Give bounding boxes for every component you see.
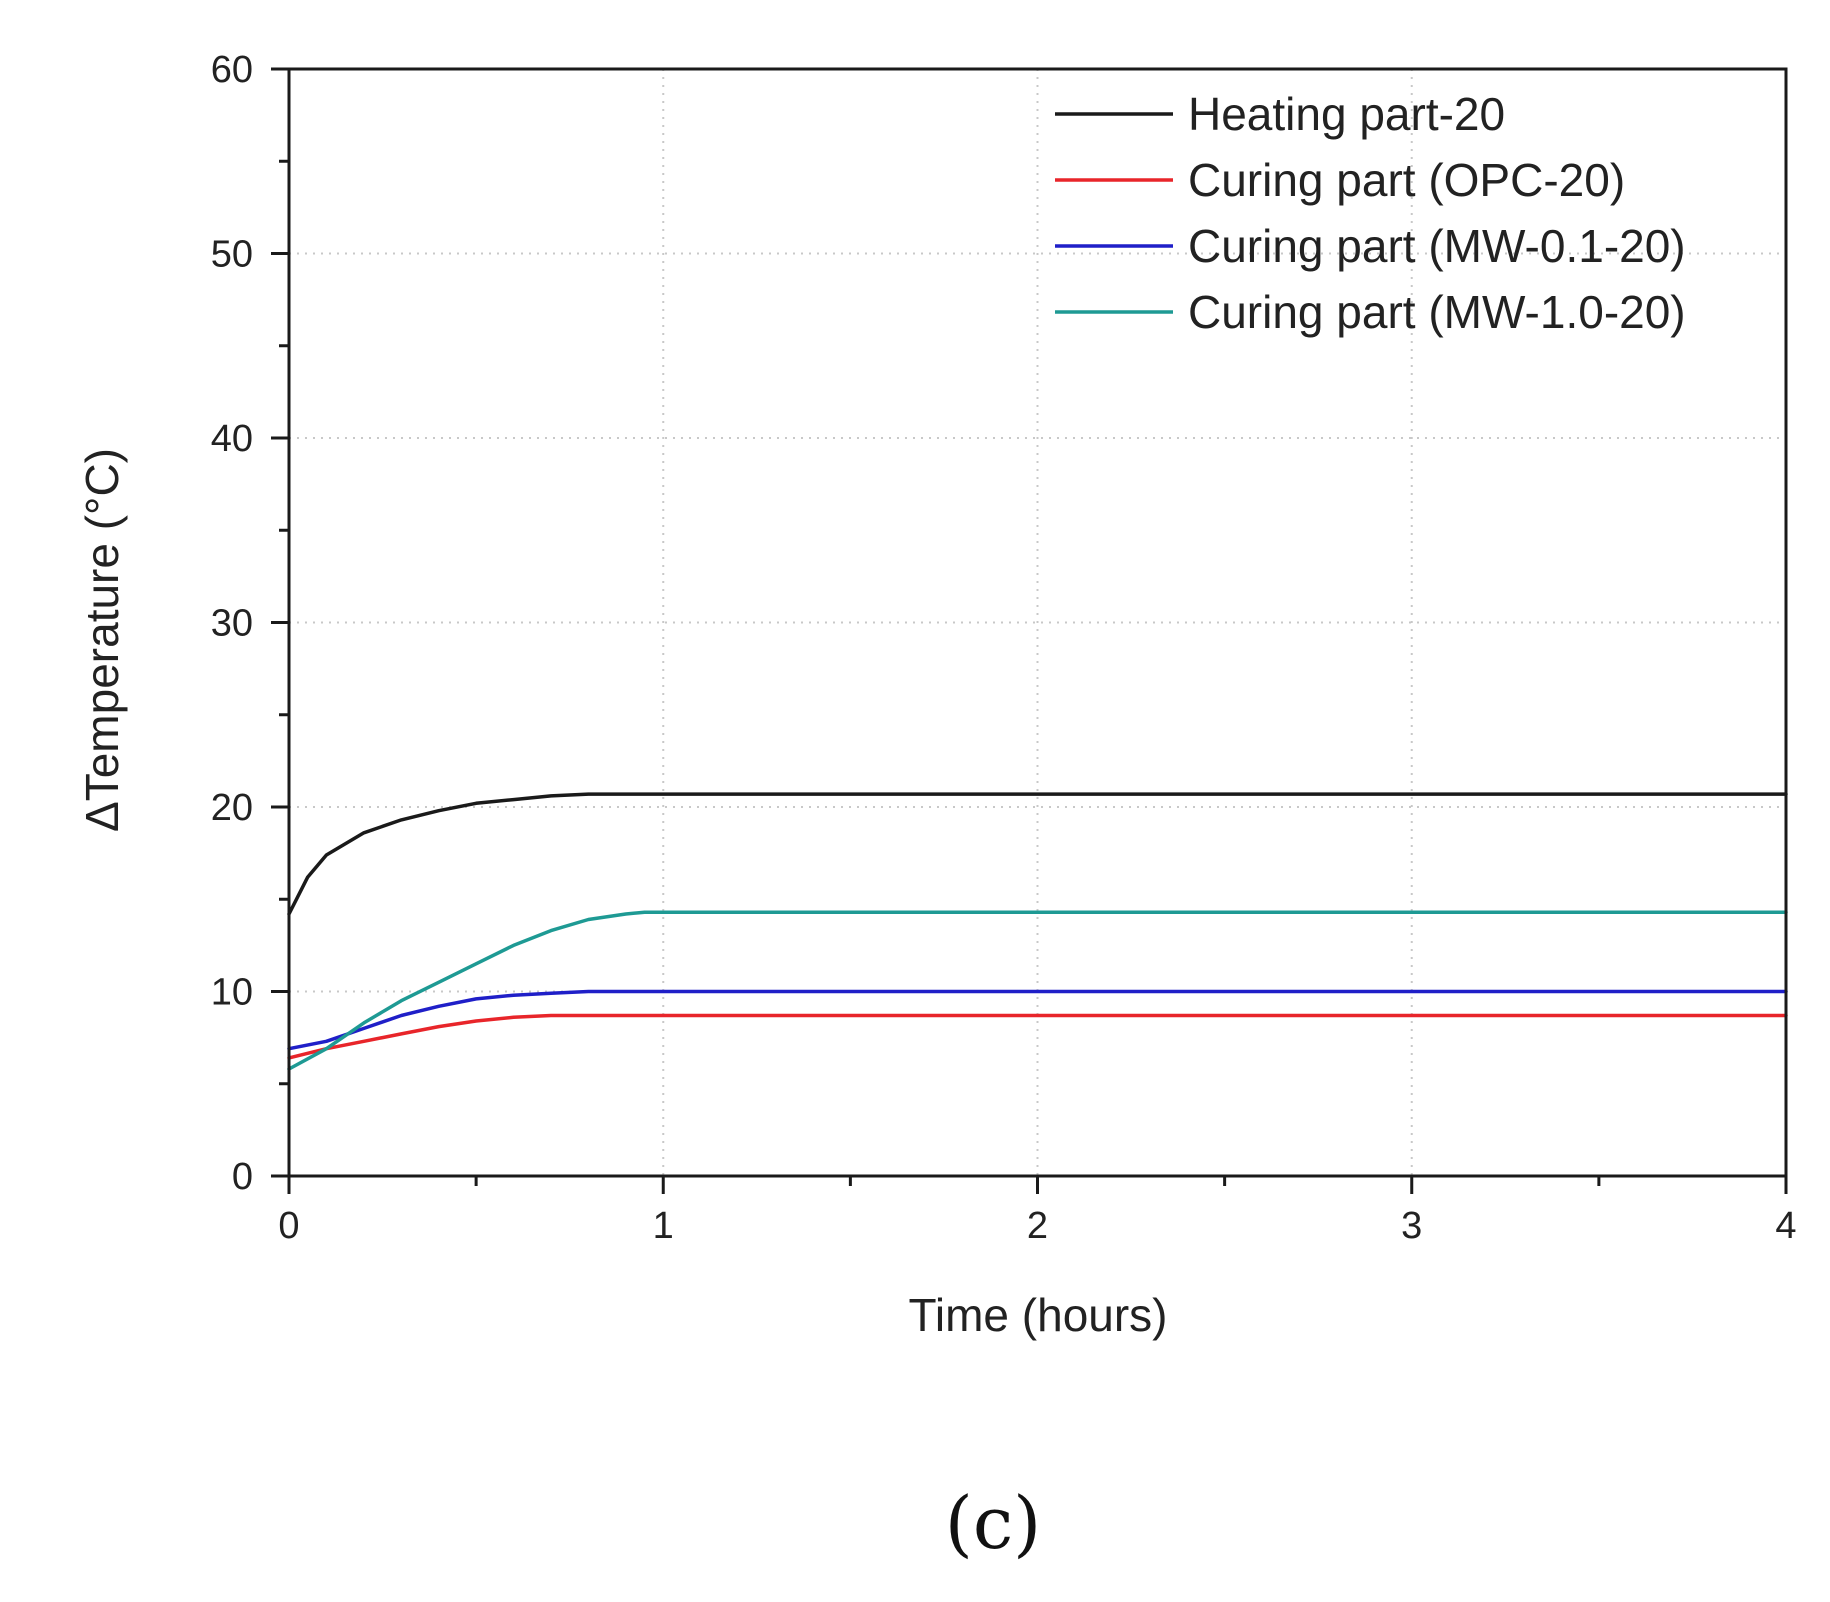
legend-label-1: Heating part-20 (1188, 88, 1505, 140)
series-line-1 (287, 792, 1788, 916)
x-tick-label: 3 (1401, 1205, 1422, 1247)
grid (289, 69, 1786, 1176)
series-line-4 (287, 910, 1788, 1071)
y-tick-label: 60 (211, 49, 253, 91)
series-group (287, 792, 1788, 1071)
y-tick-label: 40 (211, 418, 253, 460)
x-tick-label: 2 (1027, 1205, 1048, 1247)
legend-label-2: Curing part (OPC-20) (1188, 154, 1625, 206)
legend: Heating part-20 Curing part (OPC-20) Curin… (1055, 88, 1686, 338)
x-tick-label: 1 (653, 1205, 674, 1247)
series-line-2 (287, 1013, 1788, 1060)
legend-label-3: Curing part (MW-0.1-20) (1188, 220, 1686, 272)
x-tick-label: 0 (278, 1205, 299, 1247)
series-line-3 (287, 989, 1788, 1051)
y-tick-label: 20 (211, 787, 253, 829)
x-axis-title: Time (hours) (909, 1289, 1168, 1341)
axis-ticks: 0 10 20 30 40 50 60 0 1 2 3 4 (211, 49, 1797, 1247)
y-tick-label: 0 (232, 1156, 253, 1198)
y-tick-label: 10 (211, 972, 253, 1014)
y-axis-title: ΔTemperature (°C) (76, 448, 128, 832)
panel-label: (c) (945, 1481, 1042, 1565)
x-tick-label: 4 (1775, 1205, 1796, 1247)
y-tick-label: 50 (211, 234, 253, 276)
y-tick-label: 30 (211, 603, 253, 645)
legend-label-4: Curing part (MW-1.0-20) (1188, 286, 1686, 338)
